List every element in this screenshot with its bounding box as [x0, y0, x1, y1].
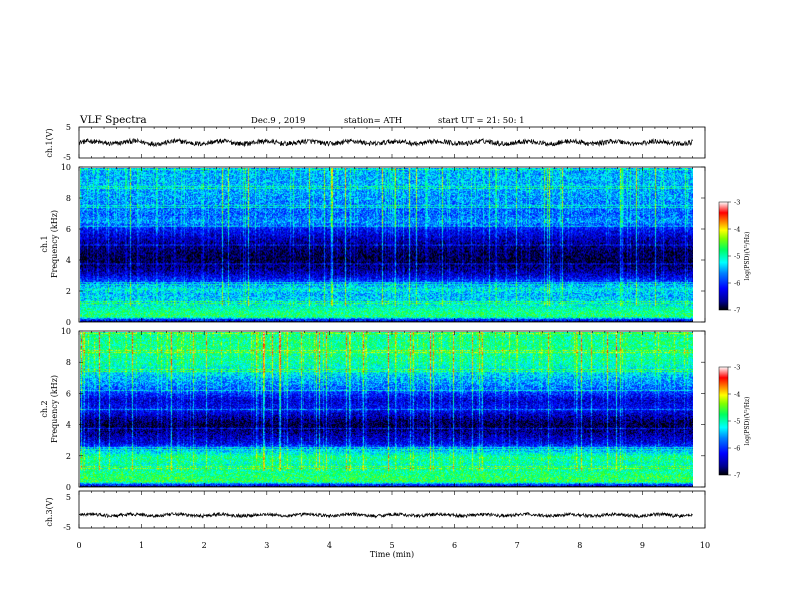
ch2-colorbar-label: log(PSD)(V²/Hz) — [744, 397, 751, 446]
ch1-colorbar-tick-label: -7 — [734, 307, 740, 315]
ch3-waveform-trace-group — [78, 511, 693, 519]
ch3-ytick-top: 5 — [66, 493, 71, 502]
ch2-spectrogram-ytick-label: 10 — [61, 327, 71, 336]
ch1-spectrogram-yticklabels: 0 2 4 6 8 10 — [61, 163, 705, 327]
ch2-spectrogram-image — [80, 332, 693, 487]
ch1-spectrogram-ytick-label: 10 — [61, 163, 71, 172]
ch1-waveform-trace-group — [78, 137, 693, 148]
ch3-waveform-ylabel: ch.3(V) — [45, 497, 54, 526]
ch1-colorbar-scale — [718, 201, 729, 311]
x-axis-label: Time (min) — [370, 550, 414, 559]
ch3-waveform-trace — [78, 511, 693, 519]
ch3-ytick-bottom: -5 — [63, 523, 71, 532]
ch2-spectrogram-ticks — [78, 331, 706, 487]
ch3-waveform-panel: 5 -5 ch.3(V) — [45, 490, 706, 532]
ch1-waveform-ticks — [78, 127, 706, 158]
header-start-time: start UT = 21: 50: 1 — [438, 116, 525, 126]
ch2-spectrogram-yticklabels: 0 2 4 6 8 10 — [61, 327, 705, 492]
ch1-frequency-label: Frequency (kHz) — [50, 210, 59, 278]
ch2-spectrogram-ytick-label: 2 — [66, 452, 71, 461]
ch2-colorbar-tick-label: -3 — [734, 364, 740, 372]
ch1-channel-label: ch.1 — [40, 235, 49, 252]
x-tick-label: 4 — [327, 541, 332, 550]
ch1-spectrogram-ytick-label: 0 — [66, 318, 71, 327]
ch3-waveform-ticks — [78, 491, 706, 528]
header-station: station= ATH — [344, 116, 402, 126]
x-axis-ticklabels: 0 1 2 3 4 5 6 7 8 9 10 — [76, 541, 710, 550]
ch1-spectrogram-ytick-label: 2 — [66, 287, 71, 296]
ch1-waveform-panel: 5 -5 ch.1(V) — [45, 123, 706, 162]
x-tick-label: 7 — [515, 541, 520, 550]
ch1-colorbar-tick-label: -3 — [734, 199, 740, 207]
ch2-spectrogram-ytick-label: 4 — [66, 421, 71, 430]
ch1-waveform-ylabel: ch.1(V) — [45, 128, 54, 157]
ch2-colorbar-ticks: -3 -4 -5 -6 -7 — [728, 364, 740, 480]
x-tick-label: 5 — [389, 541, 394, 550]
ch2-frequency-label: Frequency (kHz) — [50, 375, 59, 443]
ch2-colorbar-tick-label: -5 — [734, 418, 740, 426]
ch2-colorbar-scale — [718, 366, 729, 476]
ch1-spectrogram-ticks — [78, 167, 706, 322]
ch1-spectrogram-ytick-label: 8 — [66, 194, 71, 203]
figure-title: VLF Spectra — [79, 114, 147, 126]
x-tick-label: 2 — [202, 541, 207, 550]
x-tick-label: 8 — [577, 541, 582, 550]
x-tick-label: 1 — [139, 541, 144, 550]
ch2-colorbar-tick-label: -6 — [734, 445, 740, 453]
ch2-channel-label: ch.2 — [40, 400, 49, 417]
ch3-waveform-frame — [78, 490, 706, 529]
x-tick-label: 10 — [700, 541, 710, 550]
ch2-spectrogram-ytick-label: 8 — [66, 358, 71, 367]
ch2-spectrogram-ytick-label: 0 — [66, 483, 71, 492]
ch2-spectrogram-ytick-label: 6 — [66, 389, 71, 398]
ch1-spectrogram-panel: 0 2 4 6 8 10 ch.1 Frequency (kHz) -3 -4 -5 -6 -7 … — [40, 163, 751, 327]
ch1-colorbar-tick-label: -5 — [734, 253, 740, 261]
ch2-colorbar-tick-label: -7 — [734, 472, 740, 480]
ch1-spectrogram-ytick-label: 4 — [66, 256, 71, 265]
ch1-colorbar-label: log(PSD)(V²/Hz) — [744, 232, 751, 281]
x-tick-label: 6 — [452, 541, 457, 550]
ch1-colorbar: -3 -4 -5 -6 -7 log(PSD)(V²/Hz) — [718, 199, 751, 315]
x-tick-label: 3 — [264, 541, 269, 550]
ch2-spectrogram-panel: 0 2 4 6 8 10 ch.2 Frequency (kHz) -3 -4 -5 -6 -7 … — [40, 327, 751, 492]
ch1-colorbar-tick-label: -4 — [734, 226, 740, 234]
ch1-waveform-trace — [78, 137, 693, 148]
ch1-spectrogram-image — [80, 168, 693, 322]
ch1-ytick-top: 5 — [66, 123, 71, 132]
ch2-colorbar-tick-label: -4 — [734, 391, 740, 399]
ch1-colorbar-ticks: -3 -4 -5 -6 -7 — [728, 199, 740, 315]
x-tick-label: 9 — [640, 541, 645, 550]
ch1-spectrogram-ytick-label: 6 — [66, 225, 71, 234]
header-date: Dec.9 , 2019 — [251, 116, 305, 126]
ch1-colorbar-tick-label: -6 — [734, 280, 740, 288]
x-tick-label: 0 — [76, 541, 81, 550]
ch1-ytick-bottom: -5 — [63, 153, 71, 162]
ch2-colorbar: -3 -4 -5 -6 -7 log(PSD)(V²/Hz) — [718, 364, 751, 480]
